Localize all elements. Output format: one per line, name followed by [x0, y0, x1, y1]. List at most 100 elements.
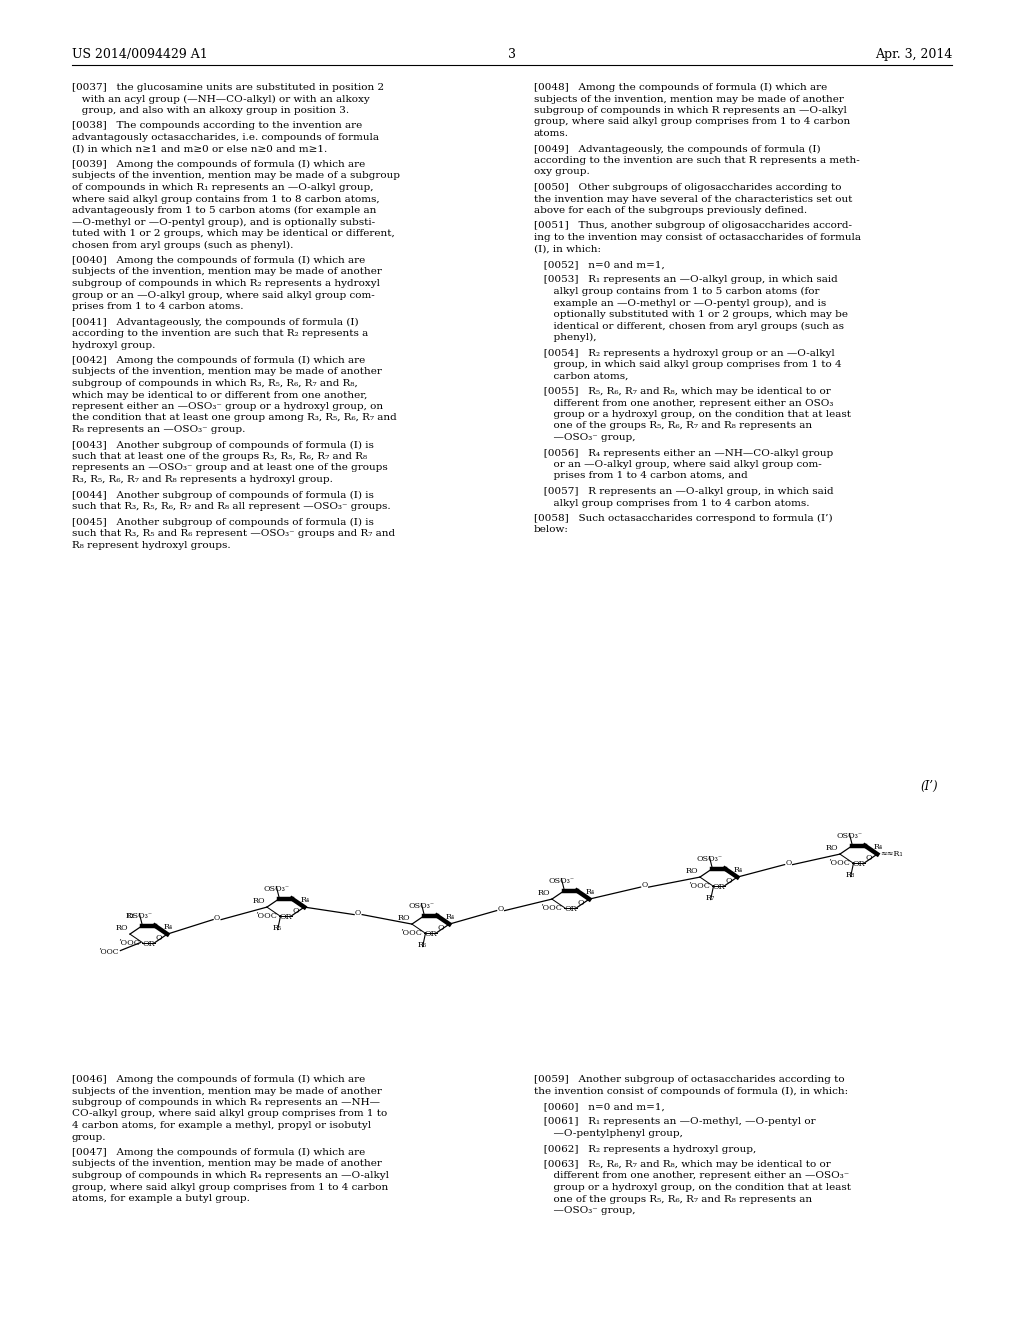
Text: R₅: R₅	[273, 924, 283, 932]
Text: ing to the invention may consist of octasaccharides of formula: ing to the invention may consist of octa…	[534, 234, 861, 242]
Text: ʼOOC: ʼOOC	[98, 948, 119, 956]
Text: OR: OR	[142, 940, 155, 948]
Text: represents an —OSO₃⁻ group and at least one of the groups: represents an —OSO₃⁻ group and at least …	[72, 463, 388, 473]
Text: group, in which said alkyl group comprises from 1 to 4: group, in which said alkyl group compris…	[534, 360, 842, 370]
Text: where said alkyl group contains from 1 to 8 carbon atoms,: where said alkyl group contains from 1 t…	[72, 194, 380, 203]
Text: [0044]   Another subgroup of compounds of formula (I) is: [0044] Another subgroup of compounds of …	[72, 491, 374, 500]
Text: [0041]   Advantageously, the compounds of formula (I): [0041] Advantageously, the compounds of …	[72, 318, 358, 326]
Text: O: O	[355, 908, 361, 916]
Text: below:: below:	[534, 525, 569, 535]
Text: advantagously octasaccharides, i.e. compounds of formula: advantagously octasaccharides, i.e. comp…	[72, 133, 379, 143]
Text: subjects of the invention, mention may be made of another: subjects of the invention, mention may b…	[72, 268, 382, 276]
Text: ≈≈R₁: ≈≈R₁	[881, 850, 903, 858]
Text: group or an —O-alkyl group, where said alkyl group com-: group or an —O-alkyl group, where said a…	[72, 290, 375, 300]
Text: (I), in which:: (I), in which:	[534, 244, 601, 253]
Text: optionally substituted with 1 or 2 groups, which may be: optionally substituted with 1 or 2 group…	[534, 310, 848, 319]
Text: —OSO₃⁻ group,: —OSO₃⁻ group,	[534, 433, 636, 442]
Text: the invention consist of compounds of formula (I), in which:: the invention consist of compounds of fo…	[534, 1086, 848, 1096]
Text: RO: RO	[116, 924, 128, 932]
Text: subjects of the invention, mention may be made of another: subjects of the invention, mention may b…	[72, 1086, 382, 1096]
Text: OSO₃⁻: OSO₃⁻	[409, 902, 434, 909]
Text: [0048]   Among the compounds of formula (I) which are: [0048] Among the compounds of formula (I…	[534, 83, 827, 92]
Text: OSO₃⁻: OSO₃⁻	[548, 876, 574, 884]
Text: —O-methyl or —O-pentyl group), and is optionally substi-: —O-methyl or —O-pentyl group), and is op…	[72, 218, 375, 227]
Text: above for each of the subgroups previously defined.: above for each of the subgroups previous…	[534, 206, 807, 215]
Text: subjects of the invention, mention may be made of another: subjects of the invention, mention may b…	[534, 95, 844, 103]
Text: [0038]   The compounds according to the invention are: [0038] The compounds according to the in…	[72, 121, 362, 131]
Text: subgroup of compounds in which R₄ represents an —NH—: subgroup of compounds in which R₄ repres…	[72, 1098, 380, 1107]
Text: oxy group.: oxy group.	[534, 168, 590, 177]
Text: one of the groups R₅, R₆, R₇ and R₈ represents an: one of the groups R₅, R₆, R₇ and R₈ repr…	[534, 1195, 812, 1204]
Text: O: O	[578, 899, 585, 907]
Text: [0046]   Among the compounds of formula (I) which are: [0046] Among the compounds of formula (I…	[72, 1074, 366, 1084]
Text: prises from 1 to 4 carbon atoms, and: prises from 1 to 4 carbon atoms, and	[534, 471, 748, 480]
Text: [0054]   R₂ represents a hydroxyl group or an —O-alkyl: [0054] R₂ represents a hydroxyl group or…	[534, 348, 835, 358]
Text: subjects of the invention, mention may be made of another: subjects of the invention, mention may b…	[72, 1159, 382, 1168]
Text: ʼOOC: ʼOOC	[119, 939, 140, 946]
Text: O: O	[498, 904, 504, 912]
Text: of compounds in which R₁ represents an —O-alkyl group,: of compounds in which R₁ represents an —…	[72, 183, 374, 191]
Text: OR: OR	[713, 883, 725, 891]
Text: with an acyl group (—NH—CO-alkyl) or with an alkoxy: with an acyl group (—NH—CO-alkyl) or wit…	[72, 95, 370, 104]
Text: alkyl group comprises from 1 to 4 carbon atoms.: alkyl group comprises from 1 to 4 carbon…	[534, 499, 810, 507]
Text: (I’): (I’)	[921, 780, 938, 793]
Text: OSO₃⁻: OSO₃⁻	[696, 854, 723, 862]
Text: the condition that at least one group among R₃, R₅, R₆, R₇ and: the condition that at least one group am…	[72, 413, 396, 422]
Text: subgroup of compounds in which R₂ represents a hydroxyl: subgroup of compounds in which R₂ repres…	[72, 279, 380, 288]
Text: [0042]   Among the compounds of formula (I) which are: [0042] Among the compounds of formula (I…	[72, 356, 366, 366]
Text: ʼOOC: ʼOOC	[541, 904, 562, 912]
Text: RO: RO	[825, 843, 838, 851]
Text: advantageously from 1 to 5 carbon atoms (for example an: advantageously from 1 to 5 carbon atoms …	[72, 206, 377, 215]
Text: R₈ represents an —OSO₃⁻ group.: R₈ represents an —OSO₃⁻ group.	[72, 425, 246, 434]
Text: RO: RO	[252, 896, 265, 904]
Text: [0056]   R₄ represents either an —NH—CO-alkyl group: [0056] R₄ represents either an —NH—CO-al…	[534, 449, 834, 458]
Text: [0051]   Thus, another subgroup of oligosaccharides accord-: [0051] Thus, another subgroup of oligosa…	[534, 222, 852, 231]
Text: O: O	[726, 878, 732, 886]
Text: OSO₃⁻: OSO₃⁻	[263, 884, 290, 892]
Text: [0047]   Among the compounds of formula (I) which are: [0047] Among the compounds of formula (I…	[72, 1148, 366, 1158]
Text: R₂: R₂	[126, 912, 135, 920]
Text: atoms.: atoms.	[534, 129, 569, 139]
Text: [0050]   Other subgroups of oligosaccharides according to: [0050] Other subgroups of oligosaccharid…	[534, 183, 842, 191]
Text: OSO₃⁻: OSO₃⁻	[837, 832, 862, 840]
Text: [0061]   R₁ represents an —O-methyl, —O-pentyl or: [0061] R₁ represents an —O-methyl, —O-pe…	[534, 1118, 816, 1126]
Text: Apr. 3, 2014: Apr. 3, 2014	[874, 48, 952, 61]
Text: one of the groups R₅, R₆, R₇ and R₈ represents an: one of the groups R₅, R₆, R₇ and R₈ repr…	[534, 421, 812, 430]
Text: [0055]   R₅, R₆, R₇ and R₈, which may be identical to or: [0055] R₅, R₆, R₇ and R₈, which may be i…	[534, 387, 830, 396]
Text: [0049]   Advantageously, the compounds of formula (I): [0049] Advantageously, the compounds of …	[534, 144, 820, 153]
Text: according to the invention are such that R represents a meth-: according to the invention are such that…	[534, 156, 860, 165]
Text: R₈: R₈	[846, 871, 855, 879]
Text: CO-alkyl group, where said alkyl group comprises from 1 to: CO-alkyl group, where said alkyl group c…	[72, 1110, 387, 1118]
Text: R₄: R₄	[446, 912, 456, 920]
Text: different from one another, represent either an OSO₃: different from one another, represent ei…	[534, 399, 834, 408]
Text: identical or different, chosen from aryl groups (such as: identical or different, chosen from aryl…	[534, 322, 844, 330]
Text: OR: OR	[280, 912, 292, 920]
Text: R₄: R₄	[586, 887, 595, 895]
Text: example an —O-methyl or —O-pentyl group), and is: example an —O-methyl or —O-pentyl group)…	[534, 298, 826, 308]
Text: [0052]   n=0 and m=1,: [0052] n=0 and m=1,	[534, 260, 665, 269]
Text: 3: 3	[508, 48, 516, 61]
Text: RO: RO	[538, 888, 550, 896]
Text: O: O	[785, 858, 792, 867]
Text: —O-pentylphenyl group,: —O-pentylphenyl group,	[534, 1129, 683, 1138]
Text: O: O	[865, 854, 872, 862]
Text: RO: RO	[685, 867, 698, 875]
Text: subjects of the invention, mention may be made of another: subjects of the invention, mention may b…	[72, 367, 382, 376]
Text: R₇: R₇	[706, 894, 715, 902]
Text: 4 carbon atoms, for example a methyl, propyl or isobutyl: 4 carbon atoms, for example a methyl, pr…	[72, 1121, 371, 1130]
Text: the invention may have several of the characteristics set out: the invention may have several of the ch…	[534, 194, 852, 203]
Text: group.: group.	[72, 1133, 106, 1142]
Text: O: O	[214, 913, 220, 921]
Text: such that R₃, R₅, R₆, R₇ and R₈ all represent —OSO₃⁻ groups.: such that R₃, R₅, R₆, R₇ and R₈ all repr…	[72, 502, 390, 511]
Text: R₆: R₆	[418, 941, 427, 949]
Text: R₈ represent hydroxyl groups.: R₈ represent hydroxyl groups.	[72, 540, 230, 549]
Text: tuted with 1 or 2 groups, which may be identical or different,: tuted with 1 or 2 groups, which may be i…	[72, 228, 394, 238]
Text: hydroxyl group.: hydroxyl group.	[72, 341, 156, 350]
Text: OR: OR	[424, 929, 437, 937]
Text: or an —O-alkyl group, where said alkyl group com-: or an —O-alkyl group, where said alkyl g…	[534, 459, 821, 469]
Text: [0053]   R₁ represents an —O-alkyl group, in which said: [0053] R₁ represents an —O-alkyl group, …	[534, 276, 838, 285]
Text: chosen from aryl groups (such as phenyl).: chosen from aryl groups (such as phenyl)…	[72, 240, 293, 249]
Text: ʼOOC: ʼOOC	[688, 882, 711, 890]
Text: subgroup of compounds in which R₃, R₅, R₆, R₇ and R₈,: subgroup of compounds in which R₃, R₅, R…	[72, 379, 357, 388]
Text: US 2014/0094429 A1: US 2014/0094429 A1	[72, 48, 208, 61]
